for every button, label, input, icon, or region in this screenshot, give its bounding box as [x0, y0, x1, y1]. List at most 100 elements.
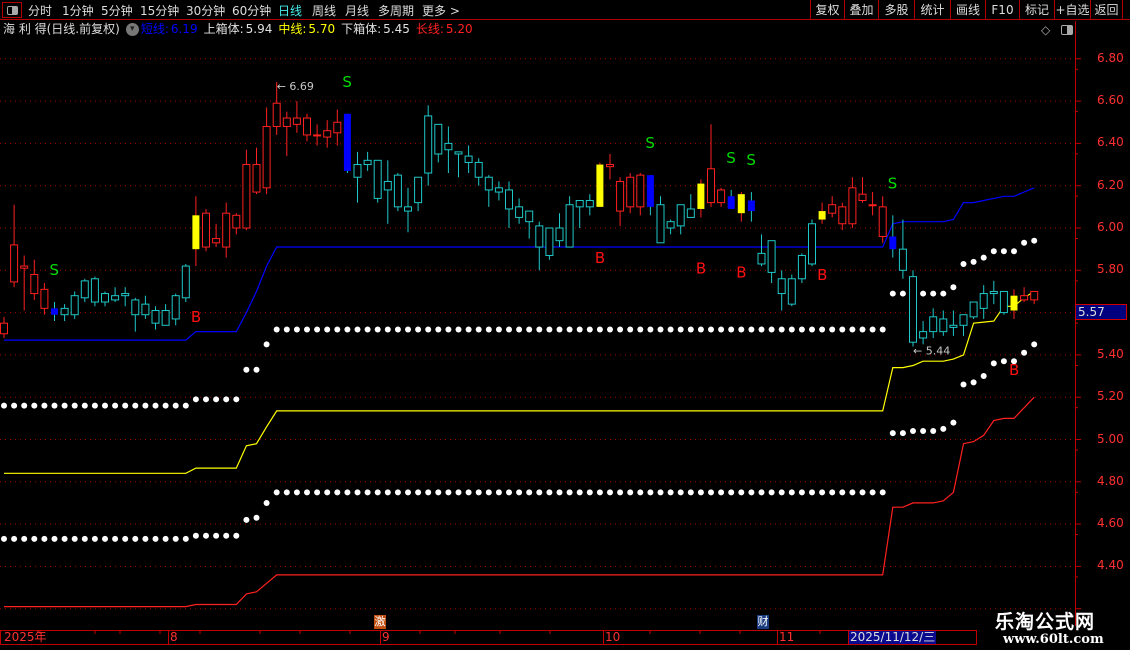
price-tick-label: 4.60	[1097, 516, 1124, 531]
draw-line-button[interactable]: 画线	[950, 0, 985, 20]
candle-body	[212, 238, 221, 244]
box-dot-上箱体	[253, 366, 260, 373]
box-dot-下箱体	[940, 425, 947, 432]
box-dot-下箱体	[465, 489, 472, 496]
box-dot-上箱体	[657, 326, 664, 333]
legend-lower-value: 5.45	[383, 22, 410, 36]
box-dot-下箱体	[81, 535, 88, 542]
price-tick-label: 6.00	[1097, 220, 1124, 234]
candle-body	[565, 204, 574, 248]
candle-body	[737, 194, 745, 214]
box-dot-下箱体	[112, 535, 119, 542]
box-dot-上箱体	[203, 396, 209, 403]
box-dot-上箱体	[405, 326, 411, 333]
tab-monthly[interactable]: 月线	[345, 4, 370, 18]
tab-15min[interactable]: 15分钟	[140, 4, 180, 18]
box-dot-下箱体	[627, 489, 634, 496]
box-dot-上箱体	[849, 326, 856, 333]
box-dot-上箱体	[172, 402, 179, 409]
chevron-down-icon[interactable]: ▾	[125, 23, 139, 36]
candle-body	[787, 278, 796, 305]
tab-60min[interactable]: 60分钟	[232, 4, 272, 18]
candle-body	[878, 206, 887, 237]
candle-body	[202, 212, 210, 248]
box-dot-下箱体	[586, 489, 593, 496]
box-dot-下箱体	[132, 535, 139, 542]
box-dot-上箱体	[475, 326, 482, 333]
box-dot-下箱体	[849, 489, 856, 496]
box-dot-下箱体	[1031, 341, 1038, 348]
candle-body	[383, 180, 392, 191]
box-dot-下箱体	[455, 489, 462, 496]
candle-body	[0, 322, 8, 335]
box-dot-下箱体	[889, 430, 896, 437]
price-tick-label: 4.40	[1097, 558, 1124, 573]
add-watchlist-button[interactable]: +自选	[1054, 0, 1090, 20]
box-dot-下箱体	[687, 489, 694, 496]
f10-button[interactable]: F10	[985, 0, 1019, 20]
candle-body	[292, 117, 301, 125]
multi-stock-button[interactable]: 多股	[878, 0, 914, 20]
mark-button[interactable]: 标记	[1019, 0, 1054, 20]
box-dot-上箱体	[51, 402, 58, 409]
back-button[interactable]: 返回	[1090, 0, 1123, 20]
box-dot-上箱体	[576, 326, 583, 333]
candle-body	[404, 206, 412, 212]
event-marker[interactable]: 激	[374, 615, 386, 629]
event-marker[interactable]: 财	[757, 615, 769, 629]
box-dot-下箱体	[394, 489, 401, 496]
diamond-icon[interactable]: ◇	[1041, 23, 1051, 37]
adjust-button[interactable]: 复权	[810, 0, 844, 20]
indicator-line-长线	[4, 396, 1035, 608]
box-dot-下箱体	[324, 489, 331, 496]
tab-timeshare[interactable]: 分时	[28, 4, 53, 18]
box-dot-上箱体	[223, 396, 230, 403]
watermark-url: www.60lt.com	[1003, 632, 1104, 647]
candle-body	[505, 189, 513, 210]
box-dot-下箱体	[536, 489, 543, 496]
tab-daily[interactable]: 日线	[278, 4, 303, 18]
candle-body	[262, 125, 271, 189]
candle-body	[949, 324, 958, 328]
box-dot-上箱体	[627, 326, 634, 333]
box-dot-下箱体	[647, 489, 654, 496]
tab-more[interactable]: 更多 >	[422, 4, 460, 18]
box-dot-上箱体	[102, 402, 108, 409]
box-dot-下箱体	[778, 489, 785, 496]
candle-body	[585, 200, 594, 208]
candle-body	[121, 293, 130, 297]
tab-weekly[interactable]: 周线	[312, 4, 337, 18]
candle-body	[707, 168, 715, 204]
box-dot-上箱体	[374, 326, 381, 333]
panel-toggle-icon[interactable]	[2, 2, 22, 18]
box-dot-上箱体	[647, 326, 654, 333]
tab-1min[interactable]: 1分钟	[62, 4, 94, 18]
box-dot-下箱体	[899, 430, 906, 437]
box-dot-下箱体	[192, 532, 199, 539]
box-dot-上箱体	[162, 402, 169, 409]
panel-toggle-icon[interactable]	[1061, 25, 1073, 35]
candle-body	[656, 204, 665, 244]
candle-body	[373, 159, 382, 199]
tab-5min[interactable]: 5分钟	[101, 4, 133, 18]
overlay-button[interactable]: 叠加	[844, 0, 878, 20]
price-tick-label: 4.80	[1097, 473, 1124, 488]
candle-body	[848, 187, 857, 225]
candle-body	[282, 117, 291, 127]
box-dot-上箱体	[495, 326, 502, 333]
statistics-button[interactable]: 统计	[914, 0, 950, 20]
box-dot-上箱体	[425, 326, 432, 333]
tab-30min[interactable]: 30分钟	[186, 4, 226, 18]
box-dot-上箱体	[91, 402, 98, 409]
box-dot-下箱体	[283, 489, 290, 496]
candle-body	[909, 276, 917, 343]
box-dot-上箱体	[718, 326, 725, 333]
candle-body	[494, 187, 503, 193]
box-dot-下箱体	[910, 428, 916, 435]
box-dot-上箱体	[71, 402, 78, 409]
tab-multi-period[interactable]: 多周期	[378, 4, 415, 18]
candle-body	[999, 290, 1008, 314]
stock-title: 海 利 得(日线.前复权)	[3, 22, 120, 36]
box-dot-上箱体	[556, 326, 563, 333]
